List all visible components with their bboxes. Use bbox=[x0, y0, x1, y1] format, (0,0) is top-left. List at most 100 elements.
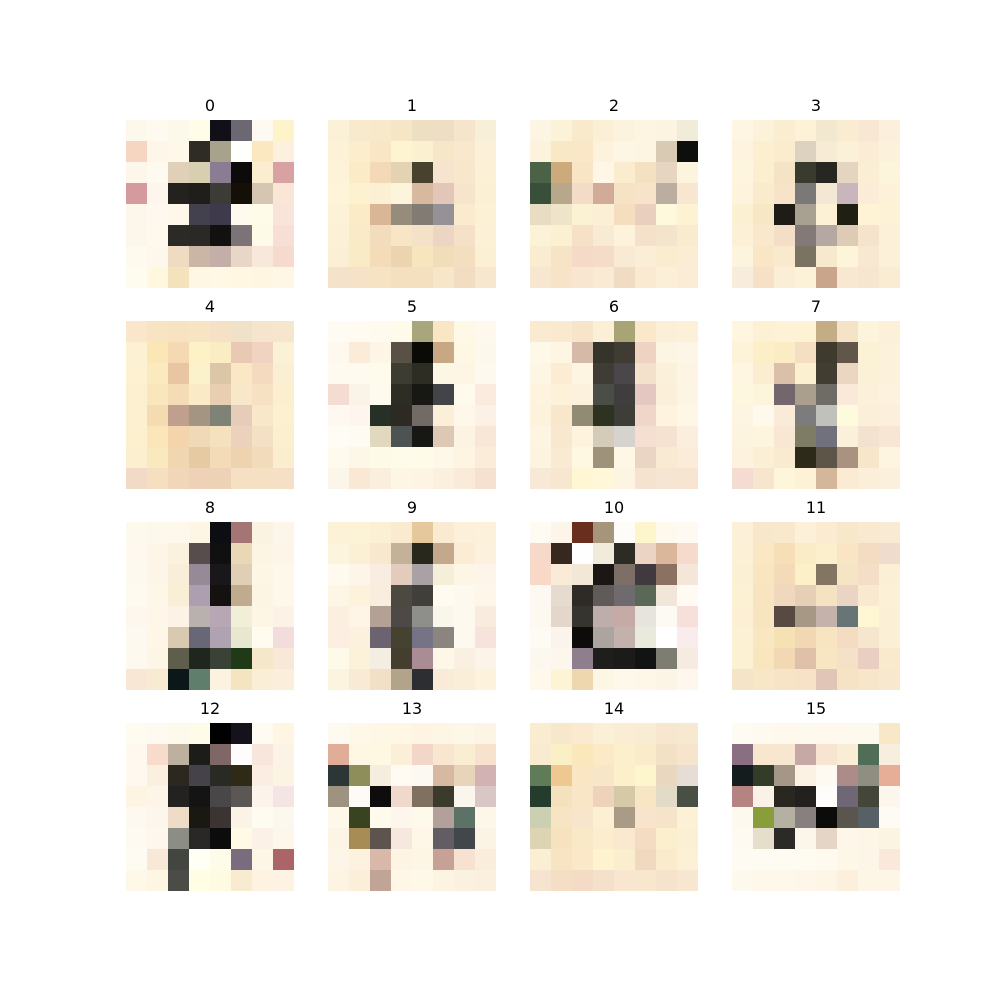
pixel bbox=[412, 786, 433, 807]
pixel bbox=[753, 225, 774, 246]
pixel bbox=[147, 426, 168, 447]
pixel bbox=[349, 723, 370, 744]
pixel bbox=[168, 321, 189, 342]
pixel bbox=[593, 405, 614, 426]
pixel bbox=[753, 723, 774, 744]
pixel bbox=[677, 522, 698, 543]
pixel bbox=[858, 627, 879, 648]
pixel bbox=[147, 342, 168, 363]
pixel bbox=[858, 648, 879, 669]
pixel bbox=[273, 204, 294, 225]
pixel bbox=[572, 120, 593, 141]
pixel bbox=[753, 585, 774, 606]
pixel bbox=[677, 564, 698, 585]
pixel bbox=[732, 807, 753, 828]
pixel bbox=[147, 447, 168, 468]
pixel bbox=[252, 585, 273, 606]
pixel bbox=[475, 627, 496, 648]
pixel bbox=[412, 522, 433, 543]
pixel bbox=[879, 807, 900, 828]
pixel bbox=[774, 363, 795, 384]
pixel bbox=[656, 543, 677, 564]
pixel bbox=[475, 468, 496, 489]
pixel bbox=[795, 807, 816, 828]
pixel bbox=[273, 183, 294, 204]
pixel bbox=[572, 405, 593, 426]
pixel bbox=[391, 807, 412, 828]
pixel bbox=[858, 468, 879, 489]
pixel bbox=[774, 807, 795, 828]
pixel bbox=[677, 606, 698, 627]
pixel bbox=[454, 204, 475, 225]
pixel bbox=[837, 744, 858, 765]
pixel bbox=[816, 204, 837, 225]
pixel bbox=[189, 120, 210, 141]
pixel bbox=[816, 447, 837, 468]
pixel bbox=[147, 828, 168, 849]
pixel bbox=[572, 204, 593, 225]
pixel bbox=[147, 585, 168, 606]
pixel bbox=[412, 606, 433, 627]
pixel bbox=[273, 585, 294, 606]
pixel bbox=[795, 267, 816, 288]
pixel bbox=[475, 321, 496, 342]
pixel bbox=[210, 267, 231, 288]
pixel bbox=[837, 141, 858, 162]
pixel bbox=[328, 468, 349, 489]
pixel bbox=[168, 765, 189, 786]
pixel bbox=[412, 807, 433, 828]
pixel bbox=[168, 606, 189, 627]
pixel bbox=[795, 363, 816, 384]
pixel bbox=[328, 849, 349, 870]
pixel bbox=[475, 342, 496, 363]
pixel bbox=[231, 225, 252, 246]
pixel bbox=[391, 585, 412, 606]
pixel bbox=[732, 765, 753, 786]
pixel bbox=[795, 786, 816, 807]
pixel bbox=[677, 744, 698, 765]
pixel bbox=[816, 543, 837, 564]
pixel bbox=[349, 849, 370, 870]
pixel bbox=[168, 627, 189, 648]
pixel bbox=[231, 849, 252, 870]
pixel bbox=[370, 426, 391, 447]
pixel bbox=[328, 246, 349, 267]
pixel bbox=[168, 723, 189, 744]
pixel bbox=[189, 384, 210, 405]
pixel bbox=[732, 363, 753, 384]
pixel bbox=[572, 162, 593, 183]
pixel bbox=[753, 162, 774, 183]
pixel bbox=[837, 786, 858, 807]
pixel bbox=[168, 564, 189, 585]
pixel bbox=[391, 870, 412, 891]
pixel bbox=[391, 204, 412, 225]
pixel bbox=[837, 522, 858, 543]
pixel bbox=[551, 141, 572, 162]
pixel bbox=[252, 606, 273, 627]
pixel bbox=[614, 405, 635, 426]
pixel bbox=[593, 141, 614, 162]
pixel bbox=[677, 162, 698, 183]
pixel bbox=[412, 120, 433, 141]
pixel bbox=[593, 849, 614, 870]
panel-title: 8 bbox=[204, 498, 216, 517]
pixel bbox=[858, 384, 879, 405]
pixel bbox=[572, 141, 593, 162]
pixel bbox=[530, 468, 551, 489]
pixel bbox=[210, 627, 231, 648]
pixel bbox=[210, 225, 231, 246]
pixel bbox=[593, 828, 614, 849]
pixel bbox=[879, 183, 900, 204]
pixel bbox=[231, 765, 252, 786]
pixel bbox=[635, 183, 656, 204]
pixel bbox=[391, 744, 412, 765]
pixel bbox=[816, 246, 837, 267]
pixel bbox=[168, 162, 189, 183]
pixel bbox=[273, 828, 294, 849]
pixel bbox=[210, 723, 231, 744]
pixel bbox=[837, 765, 858, 786]
pixel bbox=[732, 321, 753, 342]
pixel-image bbox=[126, 120, 294, 288]
pixel bbox=[551, 162, 572, 183]
pixel bbox=[349, 426, 370, 447]
